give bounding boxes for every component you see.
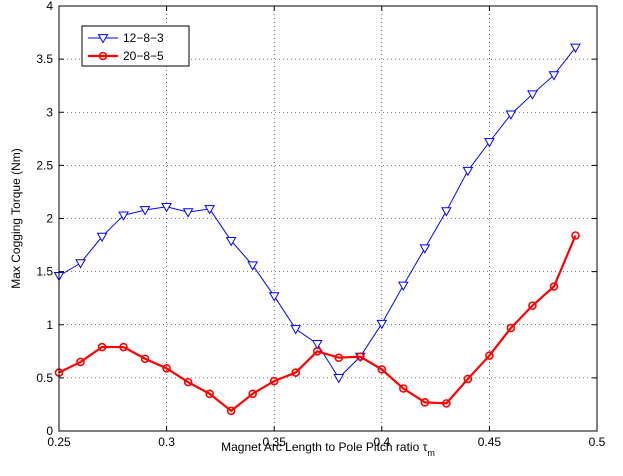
data-point: [311, 340, 323, 350]
data-point: [97, 342, 107, 352]
data-point: [140, 354, 150, 364]
data-point: [225, 236, 237, 247]
x-axis-label-main: Magnet Arc Length to Pole Pitch ratio τ: [221, 440, 427, 454]
data-point: [204, 205, 216, 215]
y-tick-label: 2: [46, 212, 53, 226]
data-point: [118, 211, 129, 221]
data-point: [463, 374, 473, 384]
data-point: [527, 90, 538, 100]
x-tick-label: 0.3: [158, 435, 175, 449]
y-tick-label: 0.5: [36, 371, 53, 385]
y-tick-label: 0: [46, 424, 53, 438]
data-point: [399, 384, 408, 393]
data-point: [548, 71, 560, 81]
data-point: [139, 206, 151, 216]
legend-items: 12−8−3 20−8−5: [88, 31, 164, 63]
data-point: [268, 292, 280, 302]
data-point: [290, 325, 302, 335]
x-tick-label: 0.5: [589, 435, 606, 449]
data-point: [420, 398, 430, 407]
series-layer: [53, 43, 581, 416]
data-point: [205, 389, 214, 399]
data-point: [505, 110, 517, 120]
legend-item: 20−8−5: [88, 49, 164, 63]
data-point: [76, 357, 85, 367]
data-point: [571, 231, 580, 240]
y-axis-label: Max Cogging Torque (Nm): [9, 148, 23, 289]
legend: 12−8−3 20−8−5: [81, 25, 190, 67]
data-point: [376, 319, 388, 330]
data-point: [226, 406, 236, 416]
x-axis-label: Magnet Arc Length to Pole Pitch ratio τm: [221, 440, 435, 458]
series-line: [58, 235, 577, 413]
data-point: [377, 365, 387, 374]
y-tick-label: 2.5: [36, 158, 53, 172]
data-point: [119, 342, 128, 352]
legend-marker: [98, 51, 108, 61]
legend-item: 12−8−3: [88, 31, 164, 45]
data-point: [96, 232, 108, 243]
data-point: [248, 389, 257, 399]
data-point: [528, 301, 537, 310]
data-point: [506, 323, 516, 333]
data-point: [247, 261, 259, 271]
data-point: [162, 364, 171, 373]
series-1: [54, 231, 580, 416]
data-point: [419, 244, 431, 254]
legend-label: 20−8−5: [123, 49, 164, 63]
tick-labels: 0.25 0.3 0.35 0.4 0.45 0.5 0 0.5 1 1.5 2 2.5 3 3.5 4: [36, 0, 605, 449]
data-point: [442, 399, 451, 408]
data-point: [440, 207, 452, 217]
data-point: [549, 282, 559, 291]
data-point: [182, 208, 194, 218]
data-point: [333, 374, 345, 384]
x-tick-label: 0.45: [478, 435, 502, 449]
data-point: [312, 347, 322, 356]
data-point: [355, 352, 365, 361]
legend-label: 12−8−3: [123, 31, 164, 45]
data-point: [334, 353, 344, 362]
x-tick-label: 0.25: [47, 435, 71, 449]
data-point: [269, 376, 279, 386]
y-tick-label: 1: [46, 318, 53, 332]
data-point: [75, 259, 86, 269]
x-tick-label: 0.35: [263, 435, 287, 449]
y-tick-label: 1.5: [36, 265, 53, 279]
plot-area: [53, 5, 598, 432]
data-point: [161, 202, 172, 213]
legend-box: [81, 25, 190, 67]
x-axis-label-subscript: m: [427, 448, 435, 458]
data-point: [397, 281, 409, 291]
y-tick-label: 4: [46, 0, 53, 13]
y-tick-label: 3.5: [36, 52, 53, 66]
series-0: [53, 43, 581, 384]
data-point: [291, 368, 301, 377]
x-tick-label: 0.4: [373, 435, 390, 449]
ticks: [58, 5, 598, 432]
data-point: [462, 166, 474, 177]
y-tick-label: 3: [46, 105, 53, 119]
data-point: [485, 351, 494, 360]
data-point: [484, 138, 495, 148]
legend-marker: [97, 34, 109, 44]
data-point: [183, 377, 193, 387]
data-point: [570, 43, 581, 53]
